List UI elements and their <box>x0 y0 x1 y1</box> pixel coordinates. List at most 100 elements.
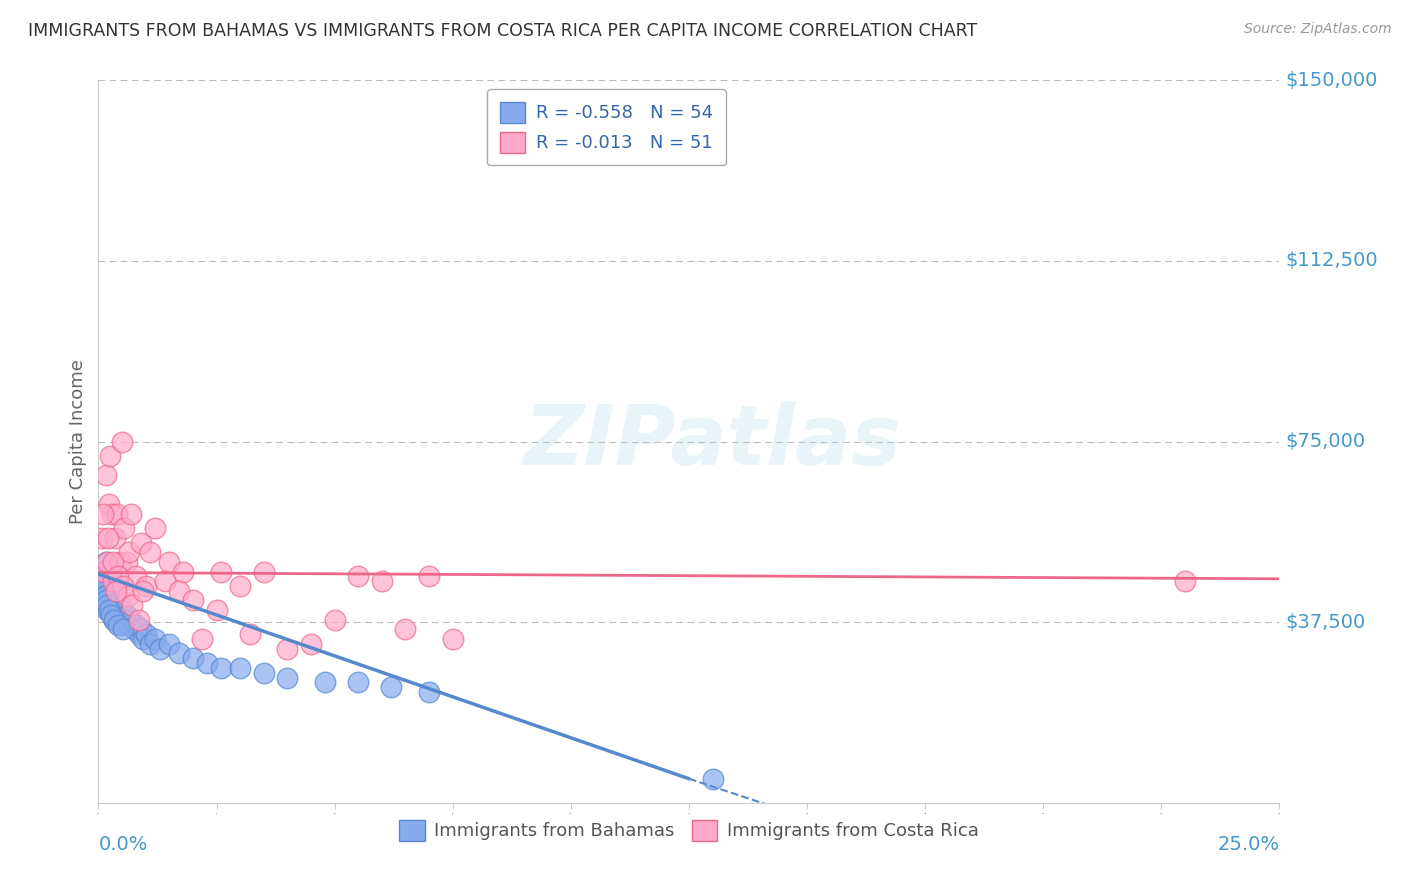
Point <box>112 521 135 535</box>
Point <box>100 507 122 521</box>
Point <box>276 671 298 685</box>
Text: $37,500: $37,500 <box>1285 613 1365 632</box>
Text: 0.0%: 0.0% <box>98 835 148 855</box>
Point <box>209 565 232 579</box>
Point <box>118 617 141 632</box>
Point <box>229 661 252 675</box>
Point <box>111 579 134 593</box>
Point <box>100 607 122 622</box>
Point <box>103 613 125 627</box>
Text: $112,500: $112,500 <box>1285 252 1378 270</box>
Point <box>93 593 115 607</box>
Point <box>139 545 162 559</box>
Point <box>97 497 120 511</box>
Point <box>108 555 131 569</box>
Point <box>97 579 120 593</box>
Point <box>115 607 138 622</box>
Point <box>139 637 162 651</box>
Point <box>103 613 125 627</box>
Point <box>132 583 155 598</box>
Point <box>394 623 416 637</box>
Y-axis label: Per Capita Income: Per Capita Income <box>69 359 87 524</box>
Point <box>118 545 141 559</box>
Point <box>371 574 394 589</box>
Point <box>111 623 134 637</box>
Point <box>98 449 121 463</box>
Point <box>181 593 204 607</box>
Point <box>209 661 232 675</box>
Point <box>229 579 252 593</box>
Point <box>418 685 440 699</box>
Text: ZIPatlas: ZIPatlas <box>523 401 901 482</box>
Point <box>191 632 214 646</box>
Text: $150,000: $150,000 <box>1285 70 1378 90</box>
Point <box>104 531 127 545</box>
Text: IMMIGRANTS FROM BAHAMAS VS IMMIGRANTS FROM COSTA RICA PER CAPITA INCOME CORRELAT: IMMIGRANTS FROM BAHAMAS VS IMMIGRANTS FR… <box>28 22 977 40</box>
Point <box>299 637 322 651</box>
Point <box>149 641 172 656</box>
Point <box>167 583 190 598</box>
Point <box>380 680 402 694</box>
Point <box>111 434 134 449</box>
Point <box>441 632 464 646</box>
Point <box>135 627 157 641</box>
Point <box>90 565 112 579</box>
Point <box>91 574 114 589</box>
Point <box>128 627 150 641</box>
Text: $75,000: $75,000 <box>1285 432 1365 451</box>
Point <box>129 623 152 637</box>
Point <box>98 569 121 583</box>
Point <box>132 632 155 646</box>
Point <box>314 675 336 690</box>
Point <box>105 603 128 617</box>
Point <box>143 632 166 646</box>
Point <box>1174 574 1197 589</box>
Point <box>105 583 128 598</box>
Point <box>157 637 180 651</box>
Point <box>101 583 124 598</box>
Point <box>143 521 166 535</box>
Point <box>347 569 370 583</box>
Point <box>121 613 143 627</box>
Point <box>108 599 131 613</box>
Point <box>115 555 138 569</box>
Point <box>253 665 276 680</box>
Point <box>702 772 724 786</box>
Point <box>153 574 176 589</box>
Point <box>121 507 143 521</box>
Point <box>125 569 148 583</box>
Point <box>94 468 117 483</box>
Point <box>100 599 122 613</box>
Legend: Immigrants from Bahamas, Immigrants from Costa Rica: Immigrants from Bahamas, Immigrants from… <box>392 813 986 848</box>
Point <box>94 555 117 569</box>
Point <box>323 613 346 627</box>
Point <box>112 613 135 627</box>
Point <box>253 565 276 579</box>
Point <box>110 617 132 632</box>
Point <box>195 656 218 670</box>
Point <box>107 569 129 583</box>
Point <box>91 579 114 593</box>
Point <box>181 651 204 665</box>
Point <box>122 623 145 637</box>
Point <box>91 583 114 598</box>
Point <box>96 603 118 617</box>
Point <box>93 565 115 579</box>
Point <box>157 555 180 569</box>
Point <box>101 574 124 589</box>
Point <box>91 507 114 521</box>
Point <box>104 593 127 607</box>
Point <box>93 589 115 603</box>
Point <box>90 569 112 583</box>
Point <box>111 603 134 617</box>
Point <box>418 569 440 583</box>
Point <box>96 599 118 613</box>
Point <box>97 531 120 545</box>
Point <box>172 565 194 579</box>
Text: 25.0%: 25.0% <box>1218 835 1279 855</box>
Point <box>205 603 228 617</box>
Point <box>239 627 262 641</box>
Point <box>97 589 120 603</box>
Point <box>91 531 114 545</box>
Point <box>128 613 150 627</box>
